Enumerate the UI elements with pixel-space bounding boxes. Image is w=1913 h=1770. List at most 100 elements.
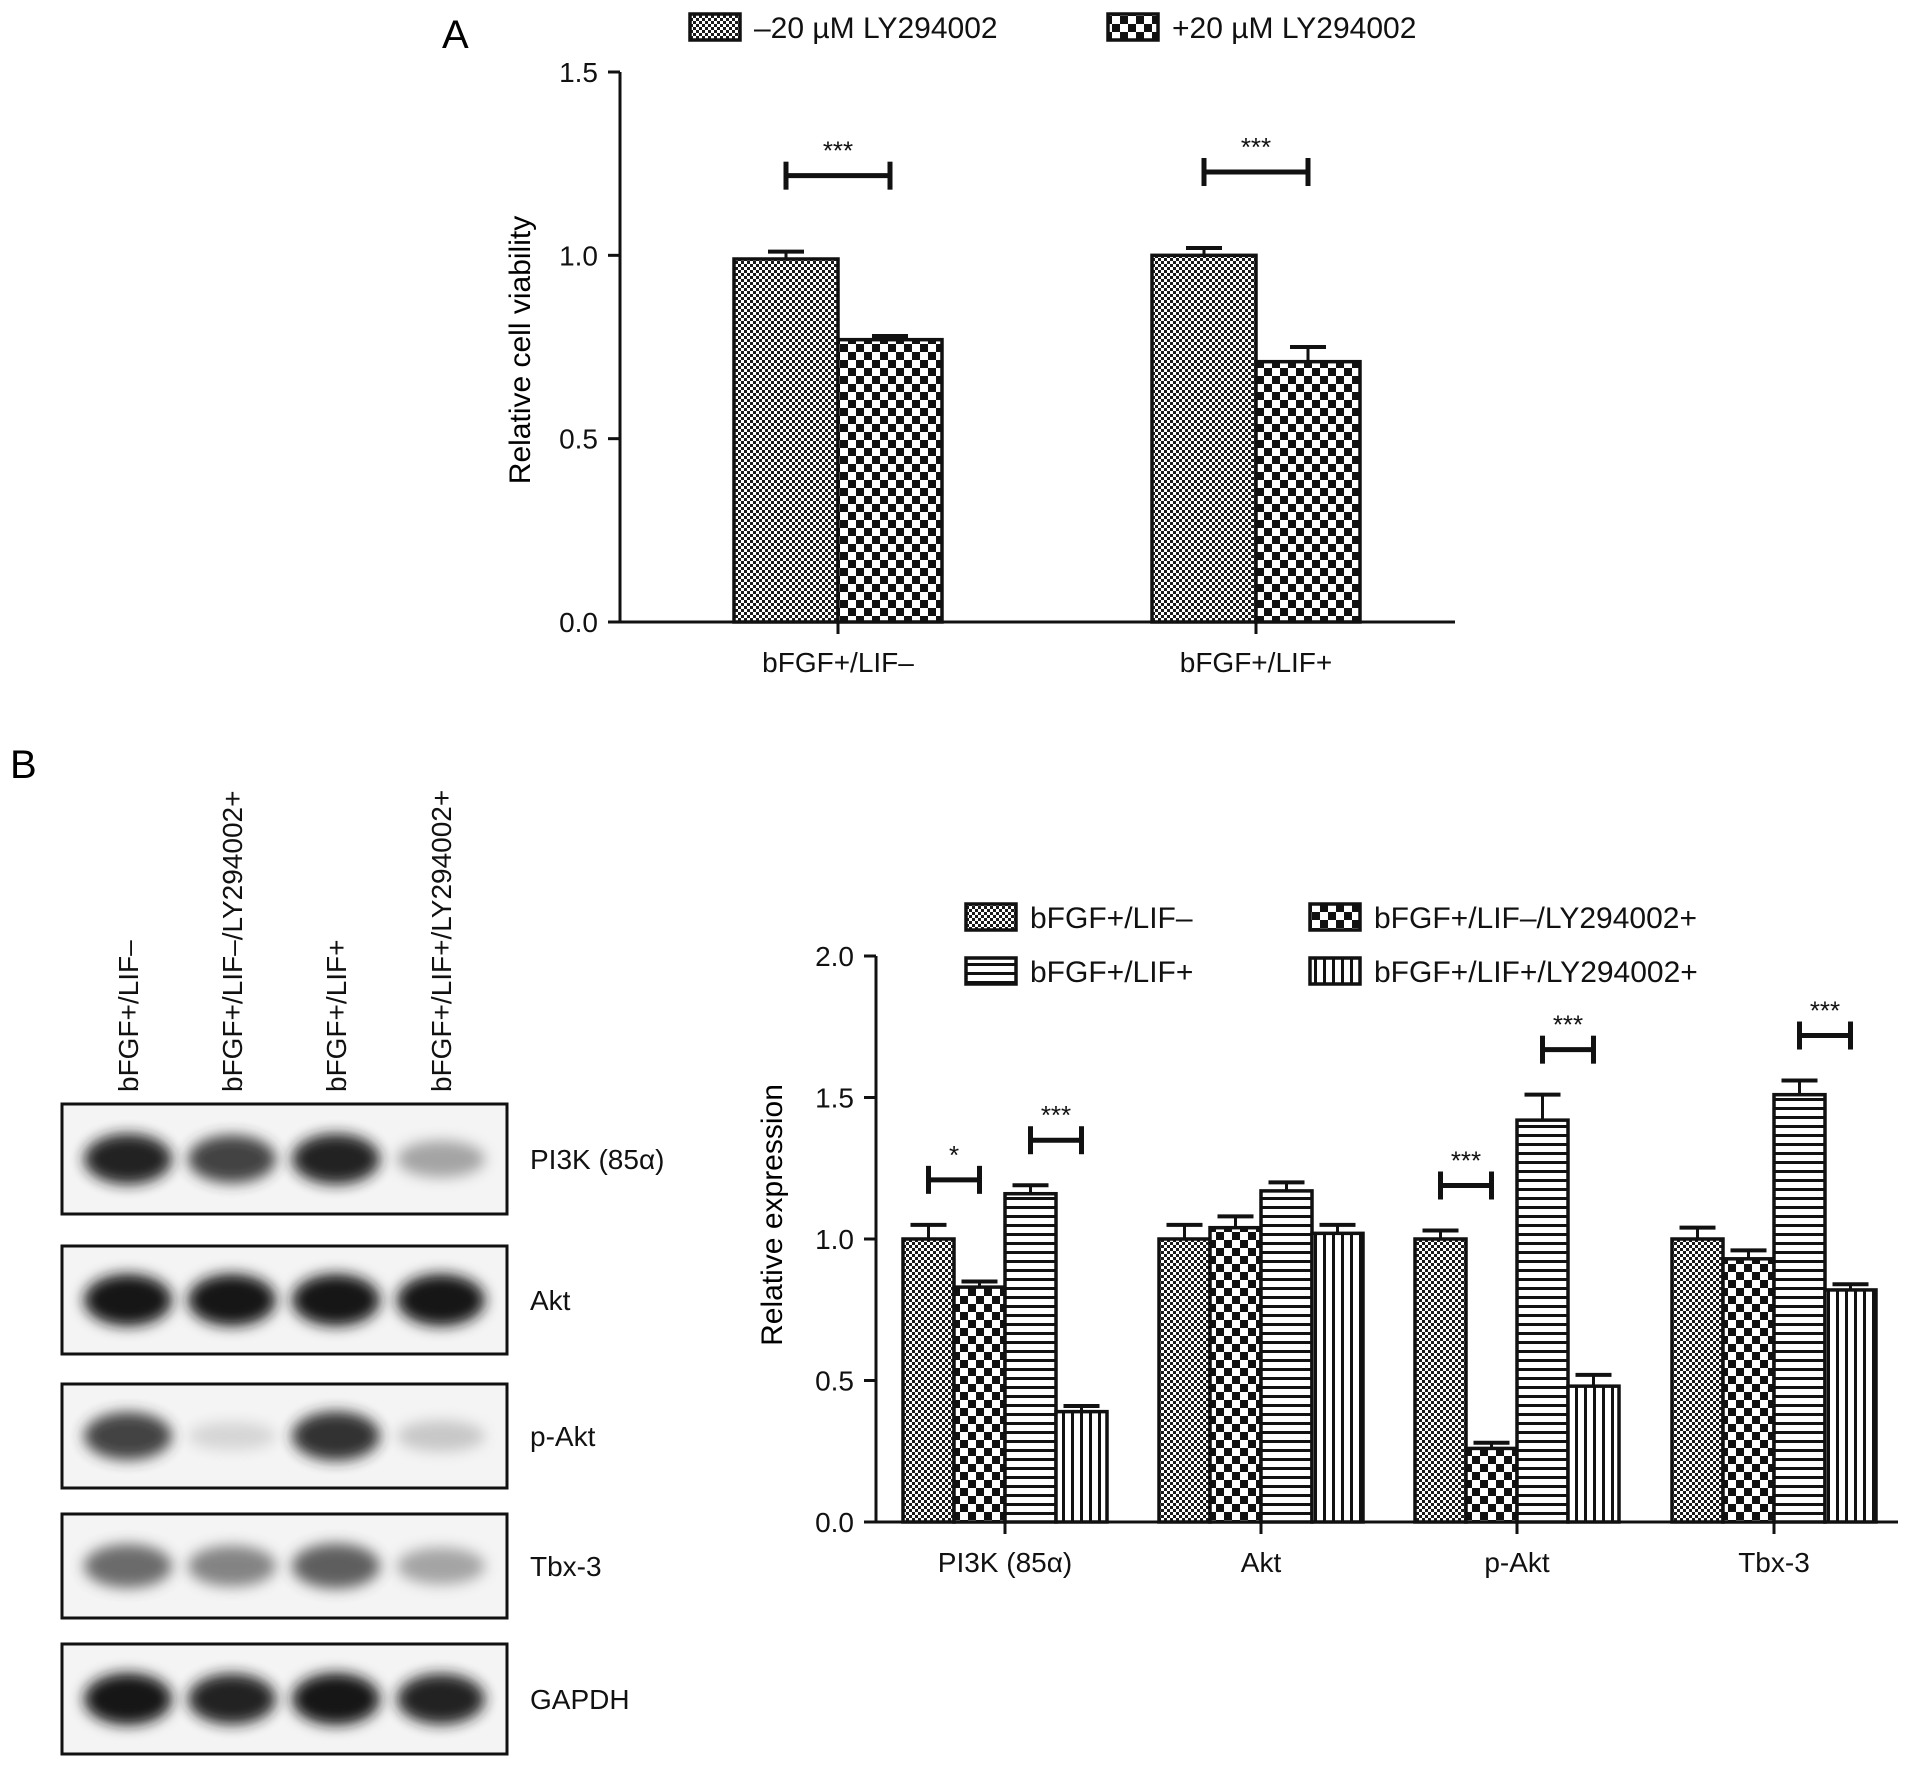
y-tick-label: 1.5 — [559, 57, 598, 88]
chart-a-significance: *** *** — [783, 132, 1311, 190]
blot-row-label: Tbx-3 — [530, 1551, 602, 1582]
x-tick-label: PI3K (85α) — [938, 1547, 1072, 1578]
bar — [1566, 1384, 1621, 1524]
bar — [1823, 1288, 1878, 1524]
blot-band — [397, 1420, 485, 1452]
legend-swatch — [964, 956, 1018, 986]
chart-a-bars — [732, 246, 1362, 624]
y-tick-label: 1.0 — [559, 240, 598, 271]
legend-swatch — [688, 12, 742, 42]
bar — [901, 1237, 956, 1524]
western-blot: bFGF+/LIF– bFGF+/LIF–/LY294002+ bFGF+/LIF+… — [60, 790, 664, 1756]
chart-b-legend: bFGF+/LIF– bFGF+/LIF–/LY294002+ bFGF+/LIF+… — [964, 902, 1698, 989]
y-tick-label: 0.0 — [815, 1507, 854, 1538]
blot-lane-label: bFGF+/LIF– — [113, 940, 144, 1092]
bar — [1772, 1092, 1827, 1524]
blot-row-label: PI3K (85α) — [530, 1144, 664, 1175]
x-tick-label: bFGF+/LIF– — [762, 647, 914, 678]
blot-band — [397, 1274, 485, 1326]
bar — [1413, 1237, 1468, 1524]
bar — [1310, 1231, 1365, 1524]
legend-label: +20 µM LY294002 — [1172, 12, 1416, 45]
chart-a-legend: –20 µM LY294002 +20 µM LY294002 — [688, 12, 1416, 45]
bar — [1208, 1225, 1263, 1524]
legend-swatch — [1308, 956, 1362, 986]
blot-band — [84, 1673, 172, 1725]
blot-band — [292, 1274, 380, 1326]
bar — [1464, 1446, 1519, 1524]
blot-band — [84, 1544, 172, 1588]
y-tick-label: 0.0 — [559, 607, 598, 638]
legend-swatch — [1308, 902, 1362, 932]
bar — [732, 257, 840, 624]
legend-label: bFGF+/LIF+/LY294002+ — [1374, 956, 1698, 989]
x-tick-label: bFGF+/LIF+ — [1180, 647, 1333, 678]
chart-b-axes: 0.0 0.5 1.0 1.5 2.0 PI3K (85α) Akt p-Akt Tbx-3 — [815, 941, 1898, 1578]
blot-rows: PI3K (85α) Akt p-Akt Tbx-3 GAPDH — [60, 1102, 664, 1756]
bar — [1721, 1257, 1776, 1524]
blot-band — [292, 1411, 380, 1461]
bar — [1054, 1409, 1109, 1524]
significance-marker: * — [949, 1140, 959, 1170]
legend-label: –20 µM LY294002 — [754, 12, 998, 45]
chart-b-y-axis-label: Relative expression — [756, 1084, 789, 1346]
bar — [1003, 1191, 1058, 1524]
blot-band — [188, 1673, 276, 1725]
significance-marker: *** — [1553, 1010, 1583, 1040]
y-tick-label: 1.5 — [815, 1083, 854, 1114]
blot-band — [292, 1673, 380, 1725]
blot-lane-label: bFGF+/LIF–/LY294002+ — [217, 791, 248, 1092]
blot-band — [397, 1140, 485, 1178]
bar — [1670, 1237, 1725, 1524]
significance-marker: *** — [1451, 1146, 1481, 1176]
blot-band — [397, 1673, 485, 1725]
y-tick-label: 0.5 — [815, 1366, 854, 1397]
blot-lane-label: bFGF+/LIF+/LY294002+ — [426, 790, 457, 1092]
x-tick-label: Tbx-3 — [1738, 1547, 1810, 1578]
bar — [1157, 1237, 1212, 1524]
blot-band — [84, 1133, 172, 1185]
blot-band — [188, 1135, 276, 1183]
significance-marker: *** — [1041, 1100, 1071, 1130]
legend-label: bFGF+/LIF+ — [1030, 956, 1193, 989]
blot-band — [188, 1545, 276, 1587]
blot-row-label: GAPDH — [530, 1684, 630, 1715]
chart-b-bars — [901, 1078, 1878, 1524]
blot-band — [292, 1133, 380, 1185]
blot-band — [188, 1274, 276, 1326]
bar — [1515, 1118, 1570, 1524]
legend-swatch — [964, 902, 1018, 932]
significance-marker: *** — [823, 136, 853, 166]
bar — [836, 337, 944, 624]
blot-band — [188, 1421, 276, 1451]
y-tick-label: 0.5 — [559, 424, 598, 455]
chart-a-y-axis-label: Relative cell viability — [504, 216, 537, 484]
y-tick-label: 2.0 — [815, 941, 854, 972]
bar — [1150, 253, 1258, 624]
blot-band — [84, 1412, 172, 1460]
chart-a: –20 µM LY294002 +20 µM LY294002 0.0 0.5 1.0… — [504, 12, 1455, 678]
x-tick-label: Akt — [1241, 1547, 1282, 1578]
x-tick-label: p-Akt — [1484, 1547, 1550, 1578]
blot-lane-label: bFGF+/LIF+ — [321, 940, 352, 1093]
y-tick-label: 1.0 — [815, 1224, 854, 1255]
panel-label-a: A — [442, 13, 469, 57]
blot-row-label: Akt — [530, 1285, 571, 1316]
significance-marker: *** — [1810, 996, 1840, 1026]
blot-band — [84, 1274, 172, 1326]
legend-label: bFGF+/LIF–/LY294002+ — [1374, 902, 1697, 935]
significance-marker: *** — [1241, 132, 1271, 162]
bar — [952, 1285, 1007, 1524]
blot-lane-labels: bFGF+/LIF– bFGF+/LIF–/LY294002+ bFGF+/LIF+… — [113, 790, 457, 1092]
bar — [1259, 1189, 1314, 1524]
chart-a-axes: 0.0 0.5 1.0 1.5 bFGF+/LIF– bFGF+/LIF+ — [559, 57, 1455, 678]
blot-band — [397, 1547, 485, 1585]
blot-row-label: p-Akt — [530, 1421, 596, 1452]
bar — [1254, 359, 1362, 624]
blot-band — [292, 1543, 380, 1589]
legend-swatch — [1106, 12, 1160, 42]
chart-b: bFGF+/LIF– bFGF+/LIF–/LY294002+ bFGF+/LIF+… — [756, 902, 1898, 1578]
chart-b-significance: ********** *** — [926, 996, 1853, 1200]
legend-label: bFGF+/LIF– — [1030, 902, 1193, 935]
